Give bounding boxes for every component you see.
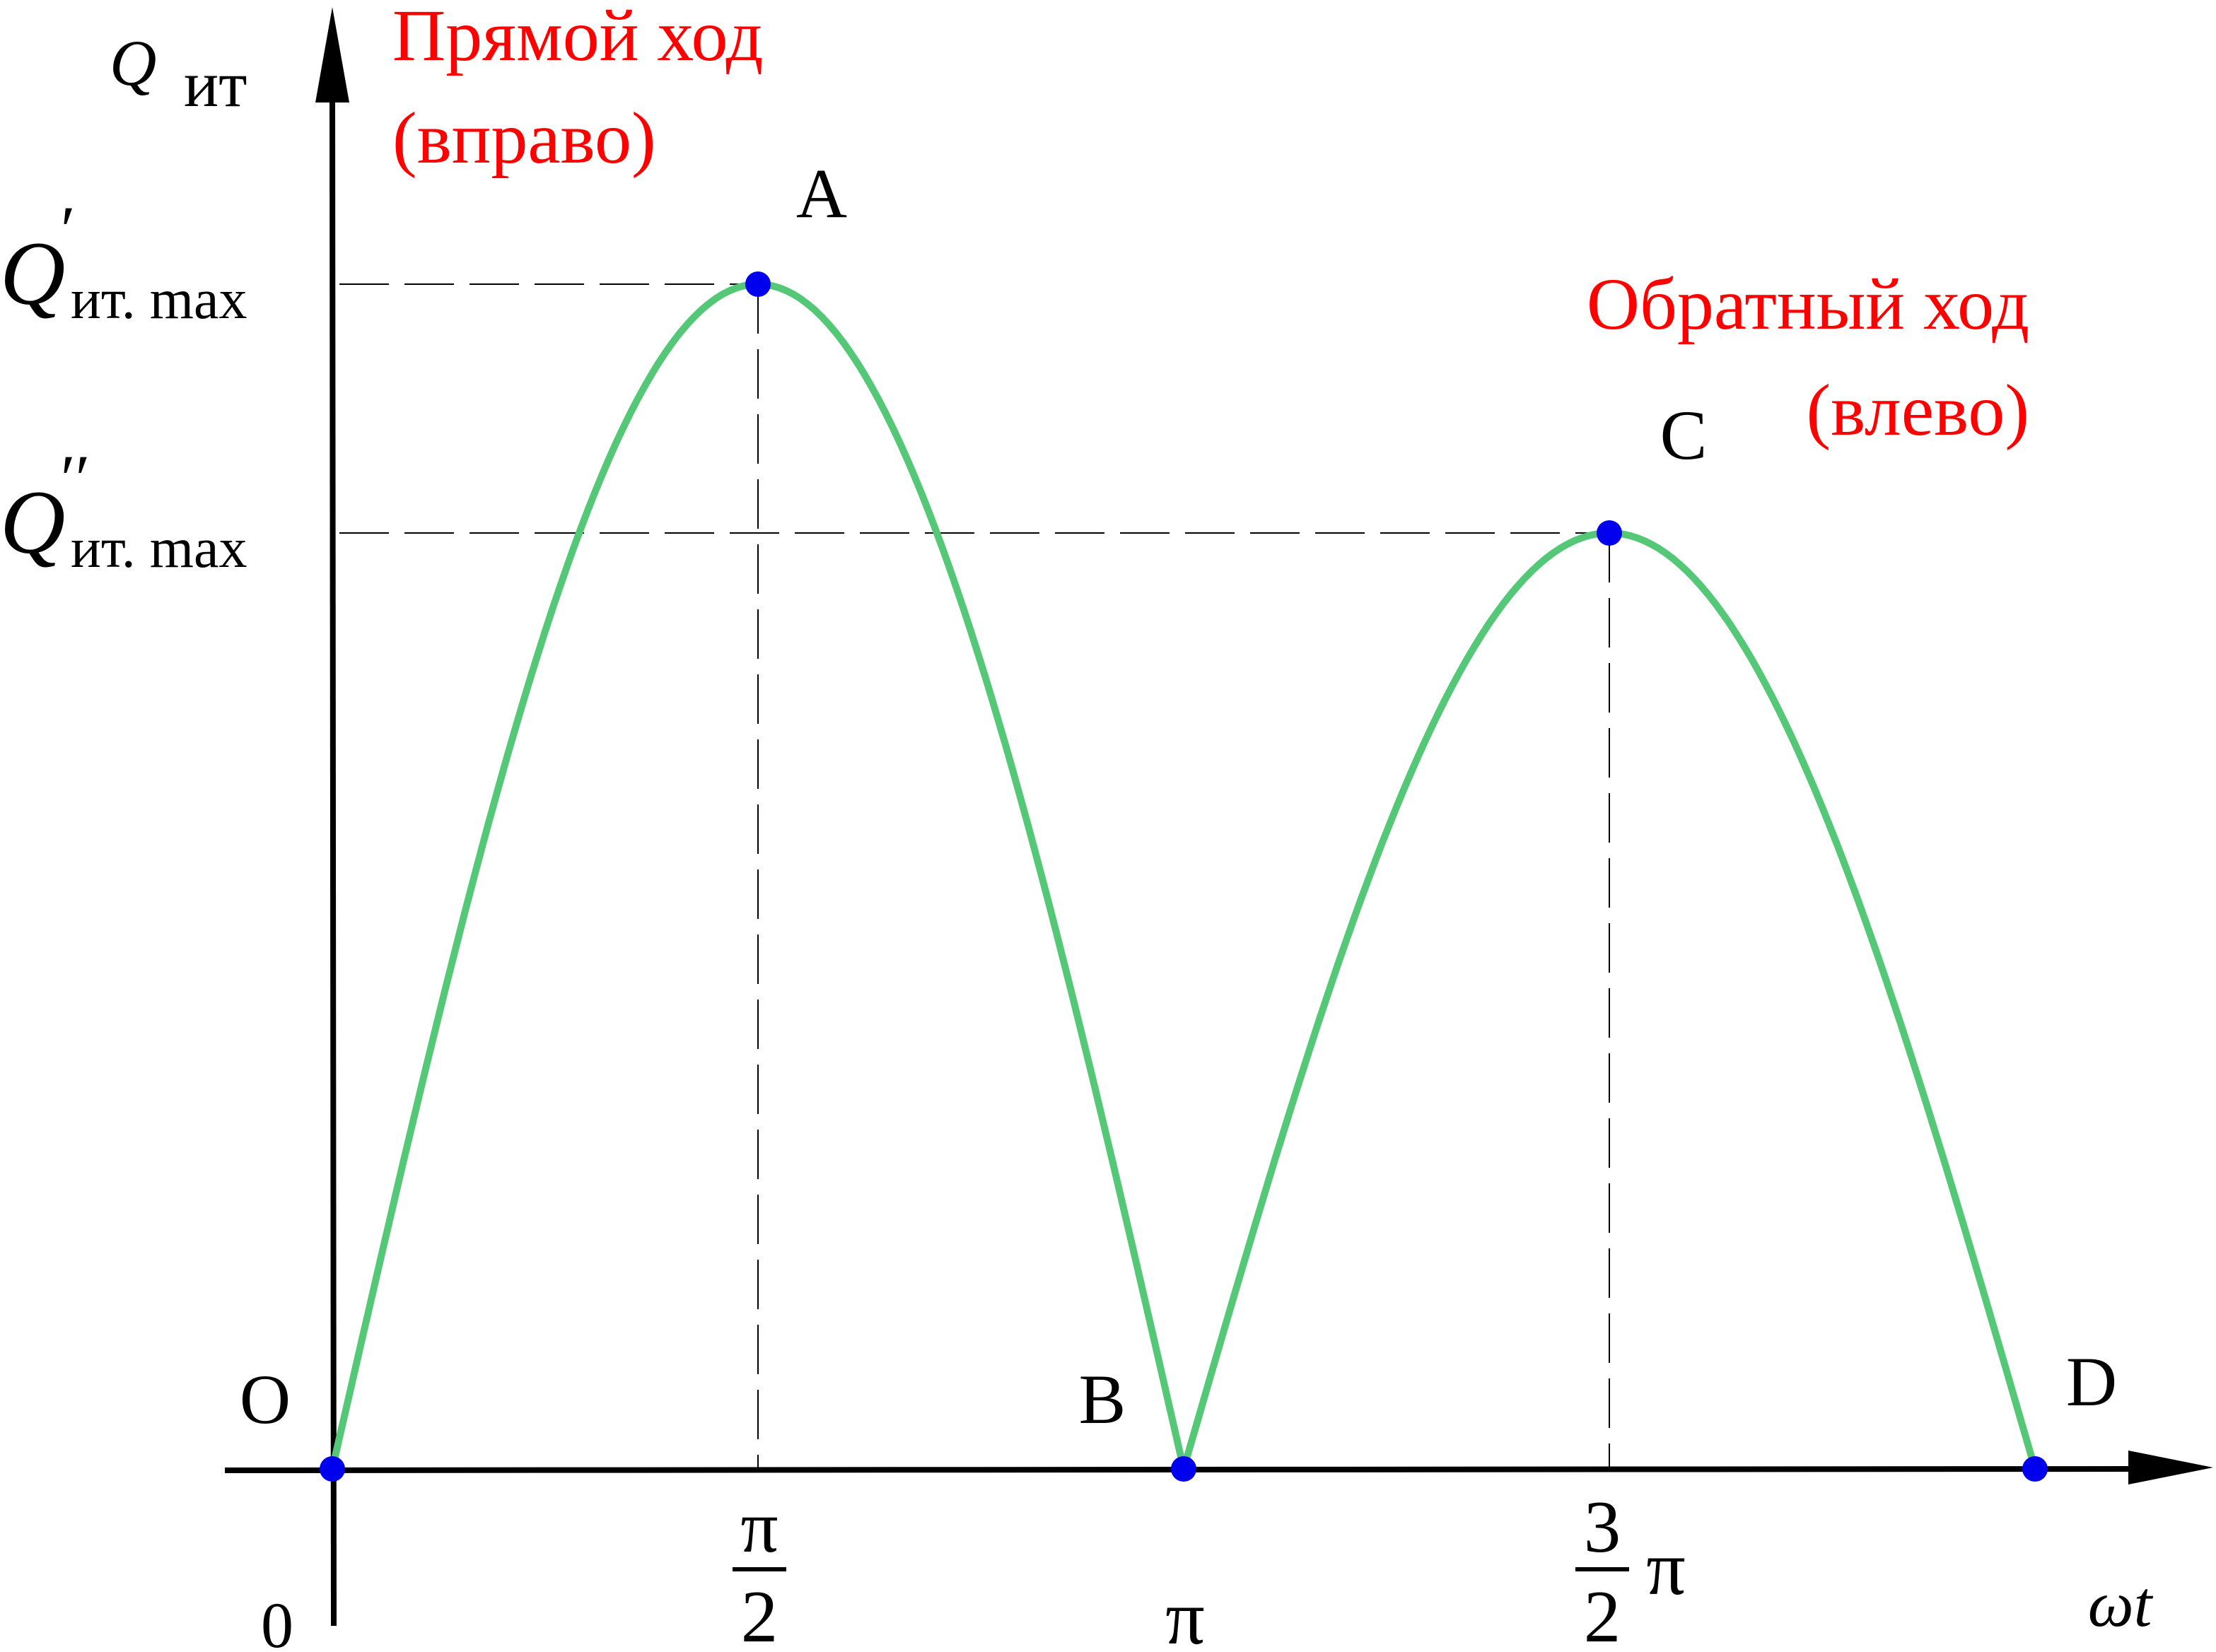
x-tick-num-2: 3: [1584, 1485, 1621, 1568]
point-label-A: A: [796, 154, 847, 233]
x-axis-arrow: [2128, 1451, 2213, 1484]
point-label-O: O: [240, 1360, 291, 1439]
curve-line: [329, 281, 2039, 1472]
annotation-forward-line2: (вправо): [392, 98, 656, 179]
point-B: [1171, 1456, 1196, 1482]
y-axis-arrow: [315, 7, 349, 102]
y-level-prime-qmax1: ′: [57, 192, 72, 267]
annotation-forward-line1: Прямой ход: [392, 0, 763, 76]
origin-label: 0: [261, 1589, 293, 1652]
y-axis: [330, 84, 337, 1627]
point-label-B: B: [1079, 1360, 1126, 1439]
y-level-main-qmax2: Q: [0, 472, 65, 573]
point-label-D: D: [2066, 1342, 2117, 1421]
x-tick-label-1: π: [1165, 1574, 1205, 1652]
x-axis-label: ωt: [2088, 1568, 2154, 1640]
x-tick-num-0: π: [740, 1485, 778, 1568]
annotation-backward-line1: Обратный ход: [1587, 264, 2029, 345]
annotation-backward: Обратный ход (влево): [1587, 264, 2029, 451]
y-axis-label-main: Q: [110, 27, 156, 99]
point-C: [1597, 520, 1622, 546]
guide-lines: [339, 283, 1610, 1469]
x-tick-den-0: 2: [741, 1575, 778, 1652]
y-axis-label-sub: ит: [184, 48, 247, 120]
annotation-backward-line2: (влево): [1807, 370, 2029, 451]
point-O: [320, 1456, 345, 1482]
annotation-forward: Прямой ход (вправо): [392, 0, 763, 179]
point-label-C: C: [1660, 396, 1708, 474]
data-points: O A B C D: [240, 154, 2117, 1482]
x-tick-den-2: 2: [1584, 1575, 1621, 1652]
point-A: [745, 271, 771, 297]
y-level-sub-qmax2: ит. max: [71, 517, 247, 580]
point-D: [2022, 1456, 2048, 1482]
y-level-main-qmax1: Q: [0, 223, 65, 324]
y-level-sub-qmax1: ит. max: [71, 269, 247, 331]
axes: [224, 7, 2213, 1627]
y-level-prime-qmax2: ′′: [57, 441, 87, 516]
x-tick-suffix-2: π: [1646, 1525, 1686, 1611]
y-axis-label: Q ит: [110, 27, 247, 120]
